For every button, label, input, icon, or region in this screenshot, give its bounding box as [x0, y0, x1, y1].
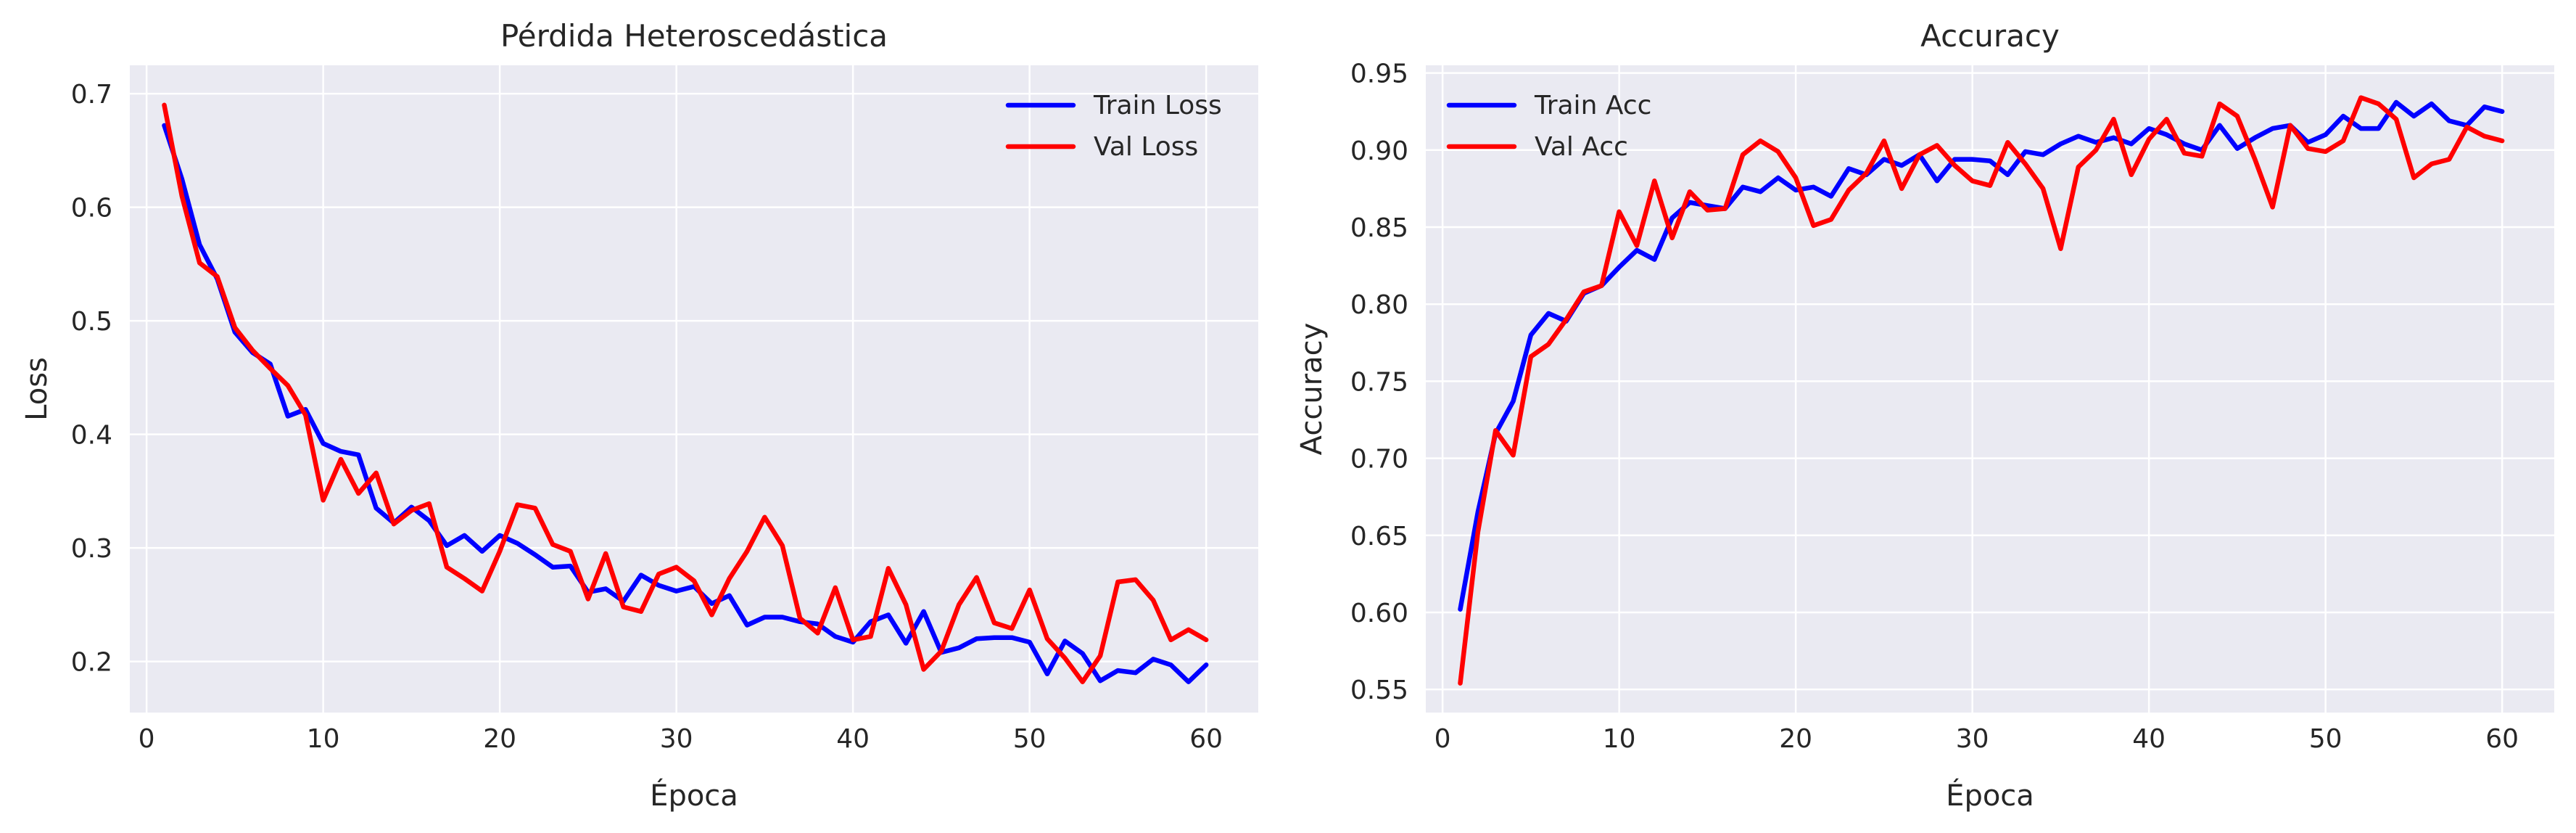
- loss-grid: [130, 65, 1258, 713]
- accuracy-x-tick-label: 30: [1956, 724, 1989, 754]
- loss-series-line-val: [162, 102, 1209, 684]
- accuracy-x-tick-label: 40: [2132, 724, 2166, 754]
- loss-legend-label-val: Val Loss: [1094, 132, 1198, 162]
- accuracy-y-tick-label: 0.55: [1350, 676, 1408, 705]
- accuracy-y-tick-label: 0.95: [1350, 60, 1408, 89]
- accuracy-x-tick-label: 0: [1434, 724, 1451, 754]
- loss-x-axis-label: Época: [650, 778, 738, 813]
- loss-plot-area: [130, 65, 1258, 713]
- accuracy-y-axis-label: Accuracy: [1295, 323, 1329, 456]
- loss-chart: Pérdida Heteroscedástica 0 10 20 30 40 50 60 0…: [20, 18, 1258, 813]
- accuracy-x-tick-label: 60: [2485, 724, 2519, 754]
- accuracy-series: [1458, 95, 2505, 686]
- accuracy-y-tick-label: 0.65: [1350, 522, 1408, 551]
- loss-legend: Train Loss Val Loss: [1005, 91, 1222, 162]
- loss-series: [162, 102, 1209, 684]
- accuracy-x-tick-label: 50: [2309, 724, 2342, 754]
- loss-x-tick-label: 10: [307, 724, 340, 754]
- loss-x-tick-label: 50: [1013, 724, 1046, 754]
- loss-y-tick-label: 0.4: [71, 421, 112, 451]
- loss-legend-label-train: Train Loss: [1093, 91, 1222, 120]
- loss-chart-title: Pérdida Heteroscedástica: [500, 18, 888, 54]
- loss-y-tick-label: 0.7: [71, 80, 112, 110]
- loss-x-tick-label: 40: [836, 724, 870, 754]
- loss-x-tick-label: 30: [660, 724, 693, 754]
- accuracy-x-ticks: 0 10 20 30 40 50 60: [1434, 724, 2519, 754]
- loss-series-line-train: [162, 123, 1209, 684]
- loss-y-ticks: 0.2 0.3 0.4 0.5 0.6 0.7: [71, 80, 112, 677]
- accuracy-y-ticks: 0.55 0.60 0.65 0.70 0.75 0.80 0.85 0.90 0.95: [1350, 60, 1408, 706]
- accuracy-grid: [1426, 65, 2554, 713]
- accuracy-chart-title: Accuracy: [1920, 18, 2060, 54]
- accuracy-y-tick-label: 0.70: [1350, 445, 1408, 475]
- accuracy-y-tick-label: 0.90: [1350, 136, 1408, 166]
- accuracy-y-tick-label: 0.80: [1350, 290, 1408, 320]
- loss-x-tick-label: 0: [139, 724, 155, 754]
- accuracy-y-tick-label: 0.60: [1350, 599, 1408, 628]
- accuracy-series-line-val: [1458, 95, 2505, 686]
- accuracy-x-axis-label: Época: [1946, 778, 2034, 813]
- loss-y-tick-label: 0.5: [71, 307, 112, 337]
- accuracy-x-tick-label: 10: [1603, 724, 1636, 754]
- loss-x-tick-label: 60: [1189, 724, 1223, 754]
- accuracy-legend-label-val: Val Acc: [1535, 132, 1628, 162]
- loss-x-ticks: 0 10 20 30 40 50 60: [139, 724, 1223, 754]
- accuracy-x-tick-label: 20: [1779, 724, 1812, 754]
- loss-y-tick-label: 0.2: [71, 648, 112, 678]
- accuracy-chart: Accuracy 0 10 20 30 40 50 60 0.550.600.650.700…: [1295, 18, 2554, 813]
- loss-y-axis-label: Loss: [20, 357, 54, 421]
- accuracy-legend: Train Acc Val Acc: [1446, 91, 1651, 162]
- loss-y-tick-label: 0.6: [71, 194, 112, 223]
- accuracy-series-line-train: [1458, 99, 2505, 612]
- accuracy-y-tick-label: 0.85: [1350, 213, 1408, 243]
- loss-x-tick-label: 20: [483, 724, 516, 754]
- accuracy-y-tick-label: 0.75: [1350, 367, 1408, 397]
- accuracy-plot-area: [1426, 65, 2554, 713]
- loss-y-tick-label: 0.3: [71, 534, 112, 564]
- accuracy-legend-label-train: Train Acc: [1534, 91, 1651, 120]
